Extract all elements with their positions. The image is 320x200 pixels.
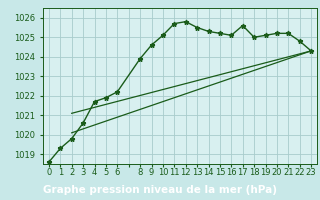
- Text: Graphe pression niveau de la mer (hPa): Graphe pression niveau de la mer (hPa): [43, 185, 277, 195]
